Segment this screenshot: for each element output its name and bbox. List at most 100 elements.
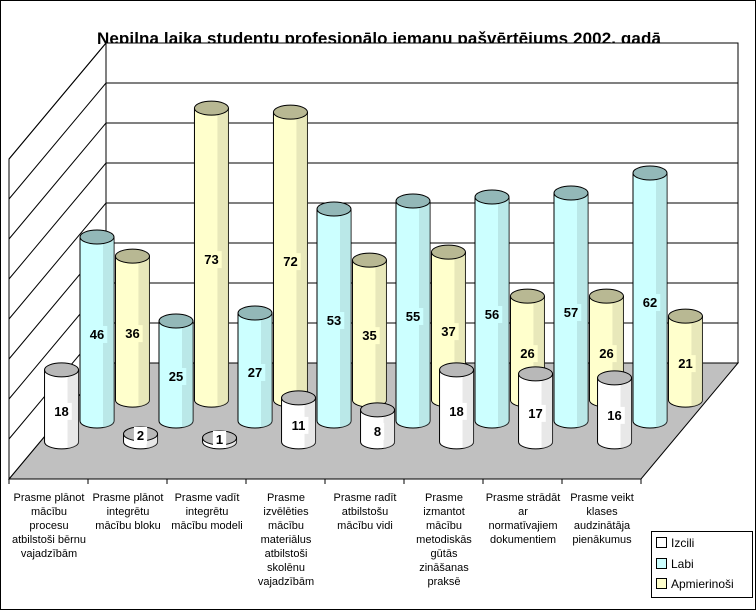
- bar-shade: [691, 316, 703, 407]
- bar-labi-4: 53: [316, 201, 352, 429]
- bar-top: [430, 244, 466, 260]
- bar-izcili-2: 2: [123, 426, 159, 450]
- bar-top: [518, 366, 554, 382]
- bar-izcili-6: 18: [439, 362, 475, 450]
- legend-swatch-apmierinosi: [656, 578, 667, 590]
- data-label-bg: [446, 402, 467, 420]
- data-label-bg: [244, 364, 266, 381]
- data-label: 17: [528, 406, 542, 421]
- bar-top: [597, 370, 633, 386]
- data-label: 73: [204, 252, 218, 267]
- data-label-bg: [596, 345, 617, 363]
- bar-shade: [541, 373, 553, 449]
- category-label: Prasme strādāt ar normatīvajiem dokument…: [485, 492, 561, 546]
- category-label: Prasme vadīt integrētu mācību modeli: [171, 492, 243, 532]
- data-label: 2: [137, 428, 144, 443]
- data-label-bg: [560, 304, 582, 321]
- data-label: 1: [216, 432, 223, 447]
- bar-shade: [620, 377, 632, 449]
- bar-top: [114, 248, 150, 264]
- category-label: Prasme izvēlēties mācību materiālus atbi…: [257, 492, 315, 588]
- bar-top: [553, 185, 589, 201]
- bar-top: [158, 313, 194, 329]
- data-label-bg: [323, 312, 345, 329]
- data-label: 18: [54, 404, 68, 419]
- legend-label-labi: Labi: [671, 557, 694, 571]
- bar-izcili-5: 8: [360, 402, 396, 450]
- bar-shade: [498, 197, 509, 428]
- data-label-bg: [212, 430, 227, 448]
- data-label: 46: [90, 327, 104, 342]
- data-label-bg: [359, 327, 380, 345]
- data-label: 27: [248, 365, 262, 380]
- data-label-bg: [639, 294, 661, 311]
- bar-apmierinoi-2: 73: [193, 100, 229, 408]
- bar-top: [395, 193, 431, 209]
- data-label-bg: [438, 323, 459, 341]
- bar-labi-8: 62: [632, 165, 668, 429]
- bar-top: [632, 165, 668, 181]
- bar-izcili-1: 18: [44, 362, 80, 450]
- bar-labi-5: 55: [395, 193, 431, 429]
- category-label: Prasme veikt klases audzinātāja pienākum…: [570, 492, 634, 546]
- data-label: 36: [125, 326, 139, 341]
- data-label: 37: [441, 324, 455, 339]
- bar-top: [439, 362, 475, 378]
- bar-top: [272, 104, 308, 120]
- bar-top: [667, 308, 703, 324]
- bar-izcili-4: 11: [281, 390, 317, 450]
- data-label: 8: [374, 424, 381, 439]
- bar-top: [79, 229, 115, 245]
- bar-top: [351, 252, 387, 268]
- data-label: 55: [406, 309, 420, 324]
- bar-top: [44, 362, 80, 378]
- bar-labi-2: 25: [158, 313, 194, 429]
- bar-shade: [304, 397, 316, 449]
- category-label: Prasme radīt atbilstošu mācību vidi: [333, 492, 397, 532]
- data-label-bg: [280, 253, 301, 271]
- data-label-bg: [51, 402, 72, 420]
- bar-top: [474, 189, 510, 205]
- gridline: [8, 42, 738, 160]
- data-label: 26: [520, 346, 534, 361]
- data-label-bg: [525, 404, 546, 422]
- bar-shade: [138, 256, 150, 407]
- data-label: 62: [643, 295, 657, 310]
- bar-izcili-7: 17: [518, 366, 554, 450]
- data-label-bg: [288, 416, 309, 434]
- bar-labi-6: 56: [474, 189, 510, 429]
- bar-shade: [462, 369, 474, 449]
- bar-shade: [419, 201, 430, 428]
- bar-shade: [182, 321, 193, 428]
- gridline: [8, 162, 738, 280]
- legend-item-labi: Labi: [656, 555, 694, 573]
- category-label: Prasme plānot mācību procesu atbilstoši …: [12, 492, 86, 560]
- data-label: 25: [169, 369, 183, 384]
- data-label-bg: [517, 345, 538, 363]
- legend-swatch-izcili: [656, 537, 667, 549]
- data-label: 56: [485, 307, 499, 322]
- bar-labi-1: 46: [79, 229, 115, 429]
- data-label-bg: [402, 308, 424, 325]
- data-label-bg: [122, 325, 143, 343]
- gridline: [8, 82, 738, 200]
- data-label: 35: [362, 328, 376, 343]
- bar-top: [193, 100, 229, 116]
- bar-izcili-8: 16: [597, 370, 633, 450]
- data-label: 16: [607, 408, 621, 423]
- data-label: 26: [599, 346, 613, 361]
- data-label: 18: [449, 404, 463, 419]
- legend-swatch-labi: [656, 558, 667, 570]
- legend: Izcili Labi Apmierinoši: [651, 531, 753, 598]
- bar-shade: [375, 260, 387, 407]
- legend-label-apmierinosi: Apmierinoši: [671, 577, 734, 591]
- data-label-bg: [133, 426, 148, 444]
- gridline: [8, 122, 738, 240]
- data-label: 72: [283, 254, 297, 269]
- data-label: 53: [327, 313, 341, 328]
- data-label: 21: [678, 356, 692, 371]
- data-label-bg: [481, 306, 503, 323]
- bar-shade: [656, 173, 667, 428]
- bar-top: [316, 201, 352, 217]
